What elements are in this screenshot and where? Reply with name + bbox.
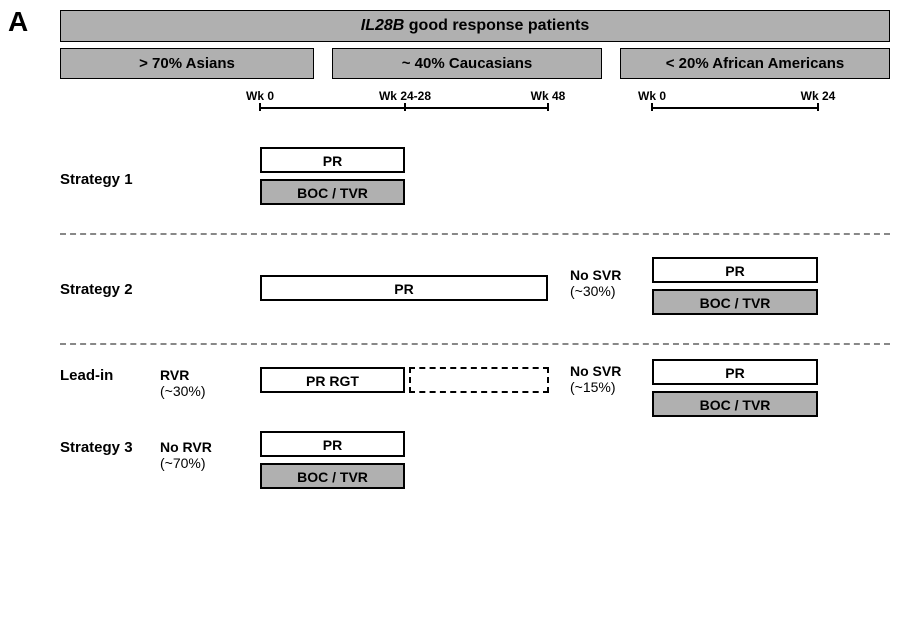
strategy-1-title: Strategy 1 [60,171,260,188]
timeline: Wk 0 Wk 24-28 Wk 48 Wk 0 Wk 24 [60,89,890,129]
tl-left-wk48: Wk 48 [531,89,566,103]
norvr-pct: (~70%) [160,455,212,471]
population-row: > 70% Asians ~ 40% Caucasians < 20% Afri… [60,48,890,79]
s1-bar-pr: PR [260,147,405,173]
rvr-label: RVR (~30%) [160,367,206,399]
tl-right-line [652,107,818,109]
s2-note-line2: (~30%) [570,283,621,299]
tl-tick [547,103,549,111]
norvr-label: No RVR (~70%) [160,439,212,471]
s2-note-line1: No SVR [570,267,621,283]
s3-rvr-bar: PR RGT [260,367,405,393]
s3-note: No SVR (~15%) [570,363,621,395]
divider-2 [60,343,890,345]
strategy-2-label: Strategy 2 [60,281,260,298]
tl-right-wk24: Wk 24 [801,89,836,103]
tl-tick [404,103,406,111]
header-title-italic: IL28B [361,17,405,34]
s2-bar-pr: PR [260,275,548,301]
s3-right-pr: PR [652,359,818,385]
s3-rvr-dashed [409,367,549,393]
strategy-1-bars: PR BOC / TVR [260,139,890,219]
strategy-3-block: Lead-in Strategy 3 RVR (~30%) No RVR (~7… [60,359,890,509]
strategy-3-label: Strategy 3 [60,439,133,456]
rvr-text: RVR [160,367,206,383]
lead-in-label: Lead-in [60,367,113,384]
norvr-text: No RVR [160,439,212,455]
s3-right-boc: BOC / TVR [652,391,818,417]
s3-note-line2: (~15%) [570,379,621,395]
strategy-2-title: Strategy 2 [60,281,260,298]
tl-left-wk24: Wk 24-28 [379,89,431,103]
s3-norvr-boc: BOC / TVR [260,463,405,489]
tl-left-wk0: Wk 0 [246,89,274,103]
header-title-rest: good response patients [404,17,589,34]
strategy-2-row: Strategy 2 PR No SVR (~30%) PR BOC / TVR [60,249,890,329]
rvr-pct: (~30%) [160,383,206,399]
s2-note: No SVR (~30%) [570,267,621,299]
s3-norvr-pr: PR [260,431,405,457]
divider-1 [60,233,890,235]
strategy-1-label: Strategy 1 [60,171,260,188]
population-caucasians: ~ 40% Caucasians [332,48,602,79]
tl-tick [651,103,653,111]
strategy-2-bars: PR No SVR (~30%) PR BOC / TVR [260,249,890,329]
s2-right-boc: BOC / TVR [652,289,818,315]
s3-note-line1: No SVR [570,363,621,379]
tl-tick [259,103,261,111]
s1-bar-boc: BOC / TVR [260,179,405,205]
header-title: IL28B good response patients [60,10,890,42]
strategy-1-row: Strategy 1 PR BOC / TVR [60,139,890,219]
population-african-americans: < 20% African Americans [620,48,890,79]
population-asians: > 70% Asians [60,48,314,79]
panel-label: A [8,6,28,38]
s2-right-pr: PR [652,257,818,283]
diagram-container: IL28B good response patients > 70% Asian… [60,10,890,509]
tl-tick [817,103,819,111]
tl-right-wk0: Wk 0 [638,89,666,103]
